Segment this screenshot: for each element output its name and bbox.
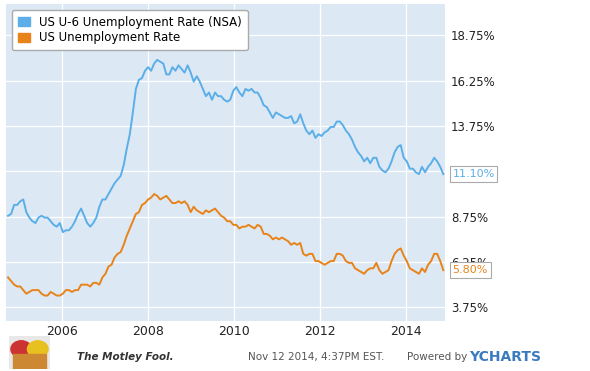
Text: Nov 12 2014, 4:37PM EST.: Nov 12 2014, 4:37PM EST. xyxy=(248,352,384,362)
Circle shape xyxy=(11,341,32,358)
Text: 11.10%: 11.10% xyxy=(453,169,494,179)
Text: Powered by: Powered by xyxy=(407,352,471,362)
Text: The Motley Fool.: The Motley Fool. xyxy=(77,352,173,362)
Text: YCHARTS: YCHARTS xyxy=(469,350,541,364)
Bar xyxy=(13,354,46,369)
Text: 5.80%: 5.80% xyxy=(453,265,488,275)
Circle shape xyxy=(27,341,48,358)
Legend: US U-6 Unemployment Rate (NSA), US Unemployment Rate: US U-6 Unemployment Rate (NSA), US Unemp… xyxy=(12,10,248,50)
